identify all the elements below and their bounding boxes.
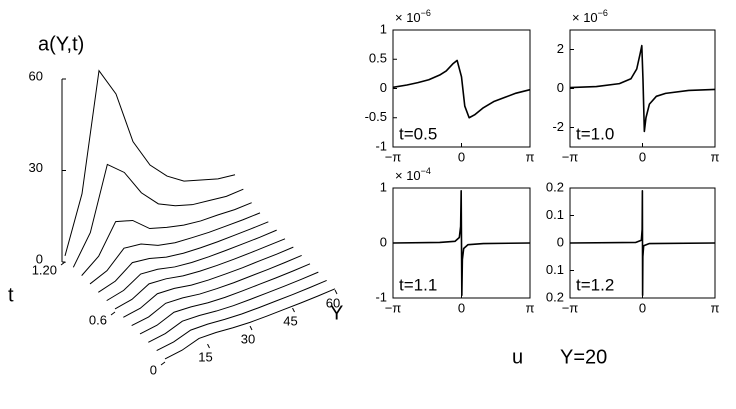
x-tick-label: −π	[562, 300, 579, 315]
curve	[123, 246, 294, 318]
y-tick	[249, 325, 253, 331]
y-tick-label: 0	[380, 80, 387, 95]
curve	[393, 189, 530, 297]
z-axis-label: a(Y,t)	[38, 33, 84, 55]
x-tick-label: −π	[385, 149, 402, 164]
x-tick-label: π	[711, 300, 720, 315]
x-tick-label: −π	[385, 300, 402, 315]
y-tick-label: 0.2	[546, 289, 564, 304]
y-tick-label: 0	[557, 80, 564, 95]
scale-base: × 10	[395, 168, 421, 183]
y-tick-label: 0.1	[546, 207, 564, 222]
curve	[89, 212, 261, 285]
z-tick-label: 0	[36, 251, 43, 266]
curve-mask	[165, 288, 335, 362]
y-axis-label: Y	[330, 302, 343, 324]
y-tick-label: -1	[375, 289, 387, 304]
y-tick-label: 2	[557, 41, 564, 56]
curve-mask	[156, 280, 327, 354]
scale-base: × 10	[395, 10, 421, 25]
y-tick-label: 1	[380, 21, 387, 36]
y-tick-label: 0	[557, 234, 564, 249]
y-tick-label: 1	[380, 179, 387, 194]
scale-label: × 10−6	[572, 8, 608, 25]
curve	[156, 279, 327, 352]
y-tick-label: 0.2	[546, 179, 564, 194]
caption-value: Y=20	[560, 346, 607, 368]
t-tick	[60, 261, 66, 266]
panel-label: t=0.5	[399, 124, 437, 143]
scale-base: × 10	[572, 10, 598, 25]
t-tick	[110, 311, 116, 316]
curve	[139, 263, 311, 335]
y-tick-label: -2	[552, 119, 564, 134]
y-tick-label: 0	[380, 234, 387, 249]
curve	[148, 271, 319, 343]
curve	[164, 288, 336, 360]
panel-label: t=1.0	[576, 124, 614, 143]
y-tick-label: 45	[283, 313, 297, 328]
curve	[72, 163, 244, 268]
curve	[81, 202, 252, 276]
t-tick-label: 1.20	[32, 262, 57, 277]
scale-exponent: −6	[421, 8, 431, 18]
y-tick	[207, 343, 210, 349]
curve	[98, 221, 269, 293]
y-tick-label: -1	[375, 138, 387, 153]
x-tick-label: 0	[458, 300, 465, 315]
curve-mask	[131, 255, 302, 329]
t-tick	[160, 361, 166, 366]
curve	[392, 59, 531, 119]
curve	[114, 238, 286, 310]
y-tick-label: -0.5	[365, 109, 387, 124]
curve	[64, 69, 236, 257]
plot-frame	[392, 29, 531, 148]
z-tick-label: 60	[29, 68, 43, 83]
panel-label: t=1.2	[576, 275, 614, 294]
t-axis-label: t	[8, 284, 14, 306]
y-tick-label: 0.5	[369, 51, 387, 66]
curve	[570, 189, 715, 297]
scale-label: × 10−6	[395, 8, 431, 25]
y-tick	[334, 289, 338, 295]
scale-exponent: −6	[598, 8, 608, 18]
curve-mask	[123, 247, 294, 321]
x-tick-label: π	[526, 300, 535, 315]
panel-label: t=1.1	[399, 275, 437, 294]
caption-symbol: u	[512, 346, 523, 368]
curve	[131, 254, 302, 327]
x-tick-label: 0	[639, 300, 646, 315]
curve-mask	[140, 263, 310, 337]
x-tick-label: π	[711, 149, 720, 164]
x-tick-label: 0	[458, 149, 465, 164]
t-tick-label: 0.6	[89, 312, 107, 327]
z-tick-label: 30	[29, 160, 43, 175]
x-tick-label: π	[526, 149, 535, 164]
curve-mask	[148, 272, 319, 346]
curve	[570, 44, 715, 133]
y-tick	[292, 307, 295, 313]
x-tick-label: −π	[562, 149, 579, 164]
scale-exponent: −4	[421, 166, 431, 176]
x-tick-label: 0	[639, 149, 646, 164]
scale-label: × 10−4	[395, 166, 431, 183]
y-tick-label: 15	[198, 349, 212, 364]
y-tick-label: 30	[241, 331, 255, 346]
curve	[106, 229, 277, 302]
y-tick-label: 0.1	[546, 262, 564, 277]
t-tick-label: 0	[150, 362, 157, 377]
y-tick-label: 60	[326, 295, 340, 310]
